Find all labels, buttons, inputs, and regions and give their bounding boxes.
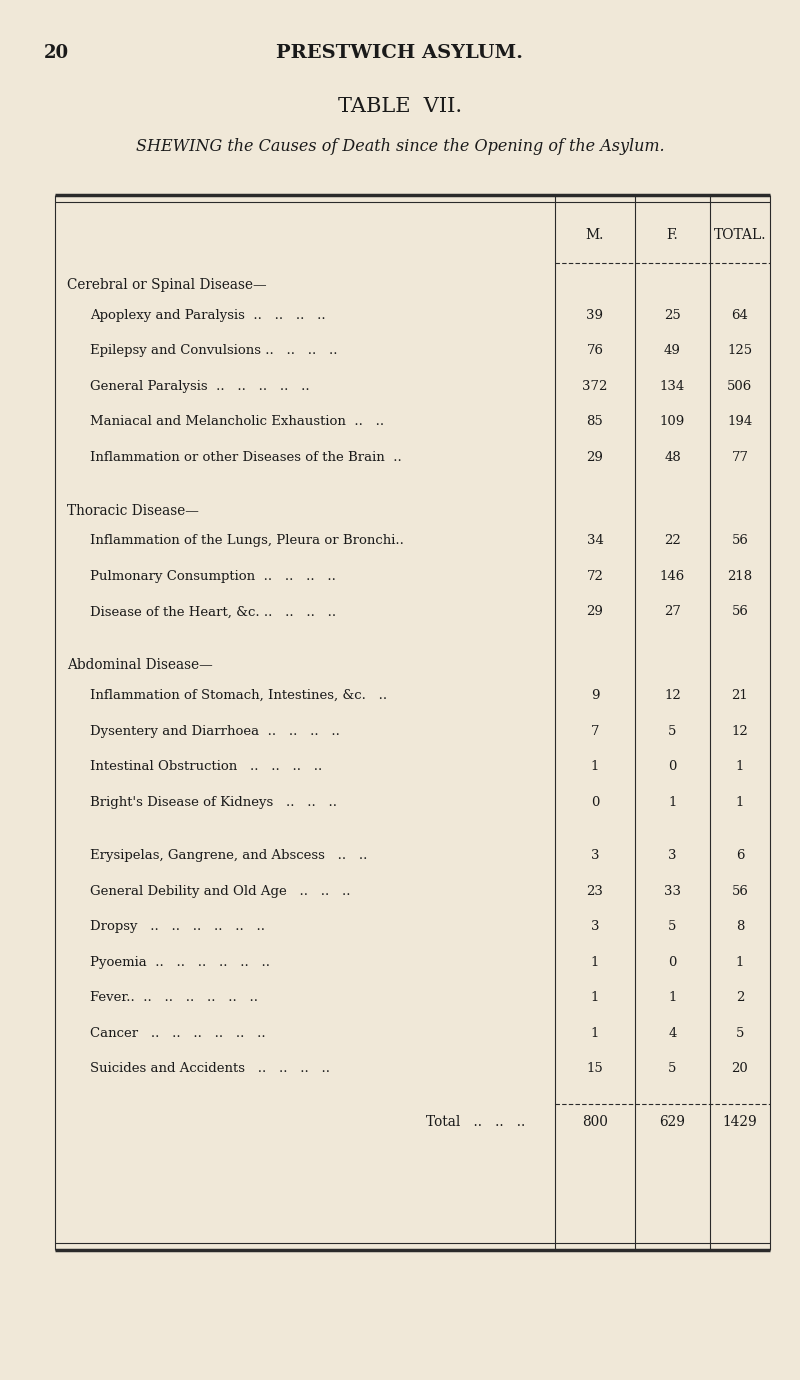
Text: TOTAL.: TOTAL. [714, 228, 766, 242]
Text: 22: 22 [664, 534, 681, 548]
Text: Disease of the Heart, &c. ..   ..   ..   ..: Disease of the Heart, &c. .. .. .. .. [90, 606, 336, 618]
Text: 1: 1 [668, 795, 677, 809]
Text: Abdominal Disease—: Abdominal Disease— [67, 658, 213, 672]
Text: Intestinal Obstruction   ..   ..   ..   ..: Intestinal Obstruction .. .. .. .. [90, 760, 322, 773]
Text: 77: 77 [731, 451, 749, 464]
Text: Pulmonary Consumption  ..   ..   ..   ..: Pulmonary Consumption .. .. .. .. [90, 570, 336, 582]
Text: Epilepsy and Convulsions ..   ..   ..   ..: Epilepsy and Convulsions .. .. .. .. [90, 344, 338, 357]
Text: 1: 1 [591, 1027, 599, 1039]
Text: 85: 85 [586, 415, 603, 428]
Text: Bright's Disease of Kidneys   ..   ..   ..: Bright's Disease of Kidneys .. .. .. [90, 795, 337, 809]
Text: Fever..  ..   ..   ..   ..   ..   ..: Fever.. .. .. .. .. .. .. [90, 991, 258, 1005]
Text: 3: 3 [668, 849, 677, 862]
Text: 12: 12 [664, 689, 681, 702]
Text: 800: 800 [582, 1115, 608, 1129]
Text: 23: 23 [586, 885, 603, 897]
Text: 0: 0 [668, 955, 677, 969]
Text: 194: 194 [727, 415, 753, 428]
Text: General Paralysis  ..   ..   ..   ..   ..: General Paralysis .. .. .. .. .. [90, 380, 310, 393]
Text: 4: 4 [668, 1027, 677, 1039]
Text: 48: 48 [664, 451, 681, 464]
Text: 218: 218 [727, 570, 753, 582]
Text: Inflammation of Stomach, Intestines, &c.   ..: Inflammation of Stomach, Intestines, &c.… [90, 689, 387, 702]
Text: 1: 1 [668, 991, 677, 1005]
Text: Dysentery and Diarrhoea  ..   ..   ..   ..: Dysentery and Diarrhoea .. .. .. .. [90, 724, 340, 737]
Text: 56: 56 [731, 885, 749, 897]
Text: 12: 12 [732, 724, 748, 737]
Text: Suicides and Accidents   ..   ..   ..   ..: Suicides and Accidents .. .. .. .. [90, 1063, 330, 1075]
Text: PRESTWICH ASYLUM.: PRESTWICH ASYLUM. [277, 44, 523, 62]
Text: 5: 5 [668, 1063, 677, 1075]
Text: 0: 0 [668, 760, 677, 773]
Text: 629: 629 [659, 1115, 686, 1129]
Text: Pyoemia  ..   ..   ..   ..   ..   ..: Pyoemia .. .. .. .. .. .. [90, 955, 270, 969]
Text: 5: 5 [736, 1027, 744, 1039]
Text: 1: 1 [736, 760, 744, 773]
Text: 8: 8 [736, 920, 744, 933]
Text: 27: 27 [664, 606, 681, 618]
Text: Dropsy   ..   ..   ..   ..   ..   ..: Dropsy .. .. .. .. .. .. [90, 920, 265, 933]
Text: 20: 20 [44, 44, 69, 62]
Text: Total   ..   ..   ..: Total .. .. .. [426, 1115, 525, 1129]
Text: F.: F. [666, 228, 678, 242]
Text: 1: 1 [736, 955, 744, 969]
Text: Inflammation or other Diseases of the Brain  ..: Inflammation or other Diseases of the Br… [90, 451, 402, 464]
Text: 72: 72 [586, 570, 603, 582]
Text: 33: 33 [664, 885, 681, 897]
Text: Apoplexy and Paralysis  ..   ..   ..   ..: Apoplexy and Paralysis .. .. .. .. [90, 309, 326, 322]
Text: 2: 2 [736, 991, 744, 1005]
Text: 25: 25 [664, 309, 681, 322]
Text: 76: 76 [586, 344, 603, 357]
Text: 39: 39 [586, 309, 603, 322]
Text: 109: 109 [660, 415, 685, 428]
Text: 6: 6 [736, 849, 744, 862]
Text: 134: 134 [660, 380, 685, 393]
Text: 29: 29 [586, 606, 603, 618]
Text: 3: 3 [590, 920, 599, 933]
Text: 1: 1 [736, 795, 744, 809]
Text: 21: 21 [732, 689, 748, 702]
Text: 34: 34 [586, 534, 603, 548]
Text: 56: 56 [731, 606, 749, 618]
Text: 125: 125 [727, 344, 753, 357]
Text: 49: 49 [664, 344, 681, 357]
Text: 0: 0 [591, 795, 599, 809]
Text: 5: 5 [668, 724, 677, 737]
Text: M.: M. [586, 228, 604, 242]
Text: 64: 64 [731, 309, 749, 322]
Text: 5: 5 [668, 920, 677, 933]
Text: 20: 20 [732, 1063, 748, 1075]
Text: 7: 7 [590, 724, 599, 737]
Text: 9: 9 [590, 689, 599, 702]
Text: 1: 1 [591, 991, 599, 1005]
Text: Thoracic Disease—: Thoracic Disease— [67, 504, 199, 518]
Text: 15: 15 [586, 1063, 603, 1075]
Text: 56: 56 [731, 534, 749, 548]
Text: Maniacal and Melancholic Exhaustion  ..   ..: Maniacal and Melancholic Exhaustion .. .… [90, 415, 384, 428]
Text: Cancer   ..   ..   ..   ..   ..   ..: Cancer .. .. .. .. .. .. [90, 1027, 266, 1039]
Text: Inflammation of the Lungs, Pleura or Bronchi..: Inflammation of the Lungs, Pleura or Bro… [90, 534, 404, 548]
Text: 3: 3 [590, 849, 599, 862]
Text: 146: 146 [660, 570, 685, 582]
Text: 506: 506 [727, 380, 753, 393]
Text: 29: 29 [586, 451, 603, 464]
Text: 1: 1 [591, 760, 599, 773]
Text: TABLE  VII.: TABLE VII. [338, 97, 462, 116]
Text: SHEWING the Causes of Death since the Opening of the Asylum.: SHEWING the Causes of Death since the Op… [136, 138, 664, 155]
Text: 372: 372 [582, 380, 608, 393]
Text: Erysipelas, Gangrene, and Abscess   ..   ..: Erysipelas, Gangrene, and Abscess .. .. [90, 849, 367, 862]
Text: General Debility and Old Age   ..   ..   ..: General Debility and Old Age .. .. .. [90, 885, 350, 897]
Text: Cerebral or Spinal Disease—: Cerebral or Spinal Disease— [67, 277, 266, 293]
Text: 1: 1 [591, 955, 599, 969]
Text: 1429: 1429 [722, 1115, 758, 1129]
